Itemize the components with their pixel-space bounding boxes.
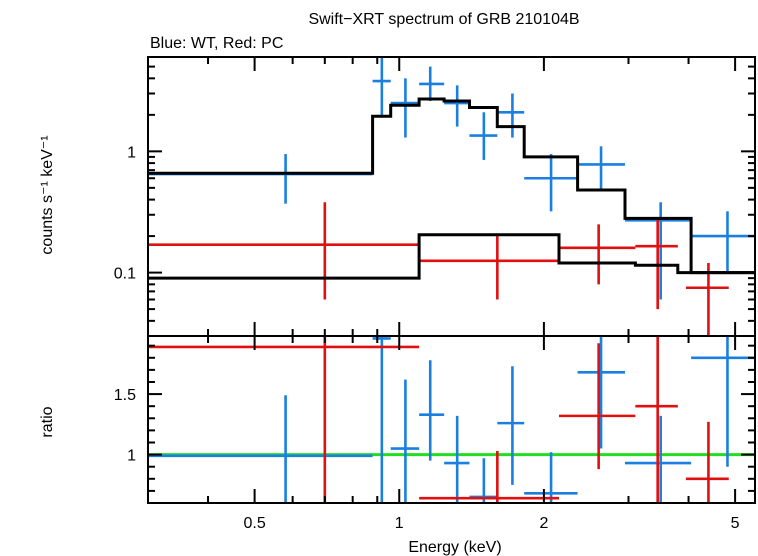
x-tick-label-2: 2: [539, 515, 548, 532]
bottom-plot-area: [148, 336, 755, 503]
bottom-series-pc-point-1: [419, 450, 559, 503]
top-series-pc-point-1: [419, 236, 559, 300]
top-series-wt-point-4: [444, 85, 470, 127]
top-series-wt-point-2: [390, 78, 420, 138]
x-tick-label-3: 5: [731, 515, 740, 532]
top-frame: [147, 56, 756, 337]
ratio-panel: 0.5 1 2 5 1 1.5: [114, 335, 756, 532]
bottom-series-wt-point-5: [469, 458, 498, 503]
bottom-y-tick-label-0: 1: [127, 448, 136, 465]
top-y-tick-label-0: 0.1: [114, 266, 136, 283]
bottom-series-wt-point-3: [419, 360, 445, 461]
top-plot-area: [148, 57, 755, 336]
bottom-series-pc-point-4: [685, 421, 729, 503]
top-series-wt-point-8: [577, 146, 626, 192]
bottom-series-pc-point-0: [148, 336, 420, 503]
bottom-series-pc-point-2: [558, 343, 636, 470]
top-y-tick-label-1: 1: [127, 144, 136, 161]
top-series-wt-point-3: [419, 66, 445, 102]
top-series-wt-model-step-line: [148, 97, 755, 275]
bottom-series-wt-point-1: [372, 336, 391, 503]
chart-title: Swift−XRT spectrum of GRB 210104B: [308, 11, 579, 28]
bottom-series-wt-point-2: [390, 379, 420, 503]
x-axis-label: Energy (keV): [408, 539, 501, 556]
top-series-pc-point-4: [685, 263, 729, 336]
bottom-series-wt-point-4: [444, 415, 470, 503]
bottom-series-wt-point-0: [148, 395, 373, 503]
x-tick-label-1: 1: [395, 515, 404, 532]
top-y-axis-label: counts s⁻¹ keV⁻¹: [39, 135, 56, 254]
top-series-pc-point-2: [558, 224, 636, 285]
top-series-wt-point-0: [148, 154, 373, 204]
chart-subtitle: Blue: WT, Red: PC: [150, 35, 283, 52]
bottom-y-axis-label: ratio: [39, 406, 56, 437]
top-series-wt-point-5: [469, 112, 498, 160]
x-tick-label-0: 0.5: [243, 515, 265, 532]
spectrum-panel: 0.11: [114, 56, 756, 337]
bottom-series-pc-point-3: [635, 336, 678, 503]
bottom-series-wt-point-10: [691, 336, 755, 467]
bottom-series-wt-point-8: [577, 336, 626, 449]
bottom-y-tick-label-1: 1.5: [114, 387, 136, 404]
bottom-series-wt-point-6: [497, 366, 525, 485]
top-series-wt-point-6: [497, 93, 525, 138]
bottom-frame: [147, 335, 756, 504]
top-series-pc-point-0: [148, 202, 420, 300]
top-series-pc-model-step-line: [148, 233, 755, 280]
top-series-wt-point-7: [524, 154, 578, 212]
bottom-series-wt-point-7: [524, 452, 578, 503]
top-series-wt-point-10: [691, 211, 755, 273]
top-series-wt-point-1: [372, 57, 391, 118]
